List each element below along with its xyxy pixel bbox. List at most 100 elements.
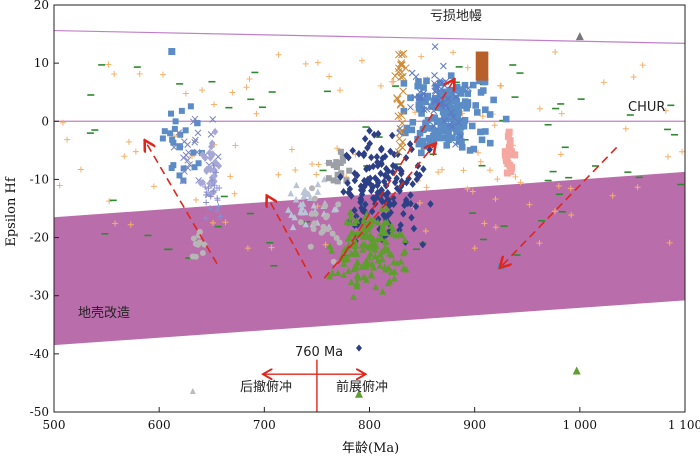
- data-point: [210, 162, 217, 169]
- data-point: [502, 115, 510, 123]
- data-point: [210, 101, 217, 108]
- x-tick-label: 700: [253, 418, 276, 432]
- data-point: [358, 57, 365, 64]
- data-point: [333, 159, 340, 166]
- data-point: [419, 240, 426, 249]
- data-point: [445, 129, 452, 136]
- data-point: [679, 148, 686, 155]
- data-point: [189, 253, 196, 260]
- data-point: [443, 107, 450, 115]
- data-point: [354, 389, 363, 398]
- data-point: [447, 110, 455, 118]
- data-point: [172, 118, 179, 125]
- data-point: [375, 136, 383, 138]
- data-point: [490, 96, 497, 104]
- data-point: [329, 230, 336, 237]
- data-point: [398, 169, 405, 178]
- data-point: [347, 278, 355, 286]
- data-point: [205, 185, 212, 192]
- age-marker-label: 760 Ma: [295, 345, 343, 360]
- data-point: [352, 262, 360, 270]
- data-point: [424, 92, 432, 100]
- data-point: [292, 196, 300, 203]
- data-point: [400, 264, 407, 272]
- data-point: [275, 51, 282, 58]
- data-point: [289, 223, 297, 231]
- data-point: [418, 149, 425, 157]
- data-point: [212, 169, 219, 176]
- data-point: [412, 73, 420, 81]
- data-point: [207, 205, 214, 212]
- data-point: [191, 164, 198, 171]
- data-point: [311, 220, 318, 227]
- data-point: [379, 224, 386, 231]
- data-point: [431, 87, 439, 95]
- data-point: [225, 106, 233, 109]
- data-point: [397, 111, 406, 120]
- data-point: [288, 211, 295, 218]
- data-point: [335, 201, 342, 208]
- data-point: [383, 164, 390, 173]
- data-point: [508, 150, 516, 158]
- data-point: [326, 159, 333, 166]
- data-point: [178, 107, 185, 114]
- data-point: [266, 241, 274, 244]
- data-point: [330, 177, 337, 184]
- x-tick-label: 1 000: [563, 418, 597, 432]
- data-point: [389, 131, 396, 140]
- data-point: [318, 229, 325, 236]
- data-point: [353, 216, 361, 224]
- data-point: [349, 146, 356, 155]
- data-point: [323, 214, 330, 221]
- data-point: [360, 149, 368, 158]
- data-point: [417, 94, 425, 101]
- data-point: [56, 182, 63, 189]
- data-point: [339, 153, 346, 160]
- data-point: [557, 103, 565, 105]
- data-point: [359, 245, 367, 253]
- data-point: [382, 265, 389, 273]
- data-point: [536, 105, 543, 112]
- data-point: [577, 98, 585, 100]
- data-point: [422, 120, 429, 128]
- data-point: [403, 124, 411, 132]
- data-point: [253, 110, 260, 117]
- data-point: [299, 200, 307, 207]
- data-point: [600, 79, 607, 86]
- data-point: [382, 198, 390, 207]
- data-point: [397, 127, 406, 136]
- data-point: [213, 184, 220, 191]
- data-point: [460, 167, 467, 174]
- data-point: [505, 144, 513, 152]
- data-point: [347, 213, 355, 221]
- data-point: [201, 154, 209, 163]
- data-point: [251, 71, 259, 74]
- data-point: [459, 86, 466, 93]
- data-point: [214, 207, 221, 214]
- data-point: [214, 225, 222, 228]
- data-point: [190, 235, 197, 242]
- data-point: [360, 215, 368, 223]
- data-point: [503, 169, 511, 177]
- data-point: [203, 189, 210, 196]
- data-point: [478, 164, 486, 167]
- data-point: [180, 138, 188, 145]
- data-point: [381, 152, 389, 161]
- data-point: [435, 169, 442, 176]
- data-point: [575, 32, 584, 41]
- data-point: [132, 148, 139, 155]
- data-point: [499, 119, 507, 122]
- data-point: [430, 122, 438, 130]
- data-point: [177, 144, 184, 151]
- data-point: [350, 293, 357, 300]
- data-point: [480, 238, 488, 241]
- data-point: [447, 108, 455, 116]
- data-point: [422, 227, 429, 234]
- data-point: [210, 188, 218, 196]
- data-point: [664, 153, 671, 160]
- data-point: [354, 271, 361, 279]
- data-point: [209, 219, 216, 226]
- data-point: [353, 171, 361, 180]
- x-tick-label: 800: [358, 418, 381, 432]
- data-point: [184, 156, 192, 164]
